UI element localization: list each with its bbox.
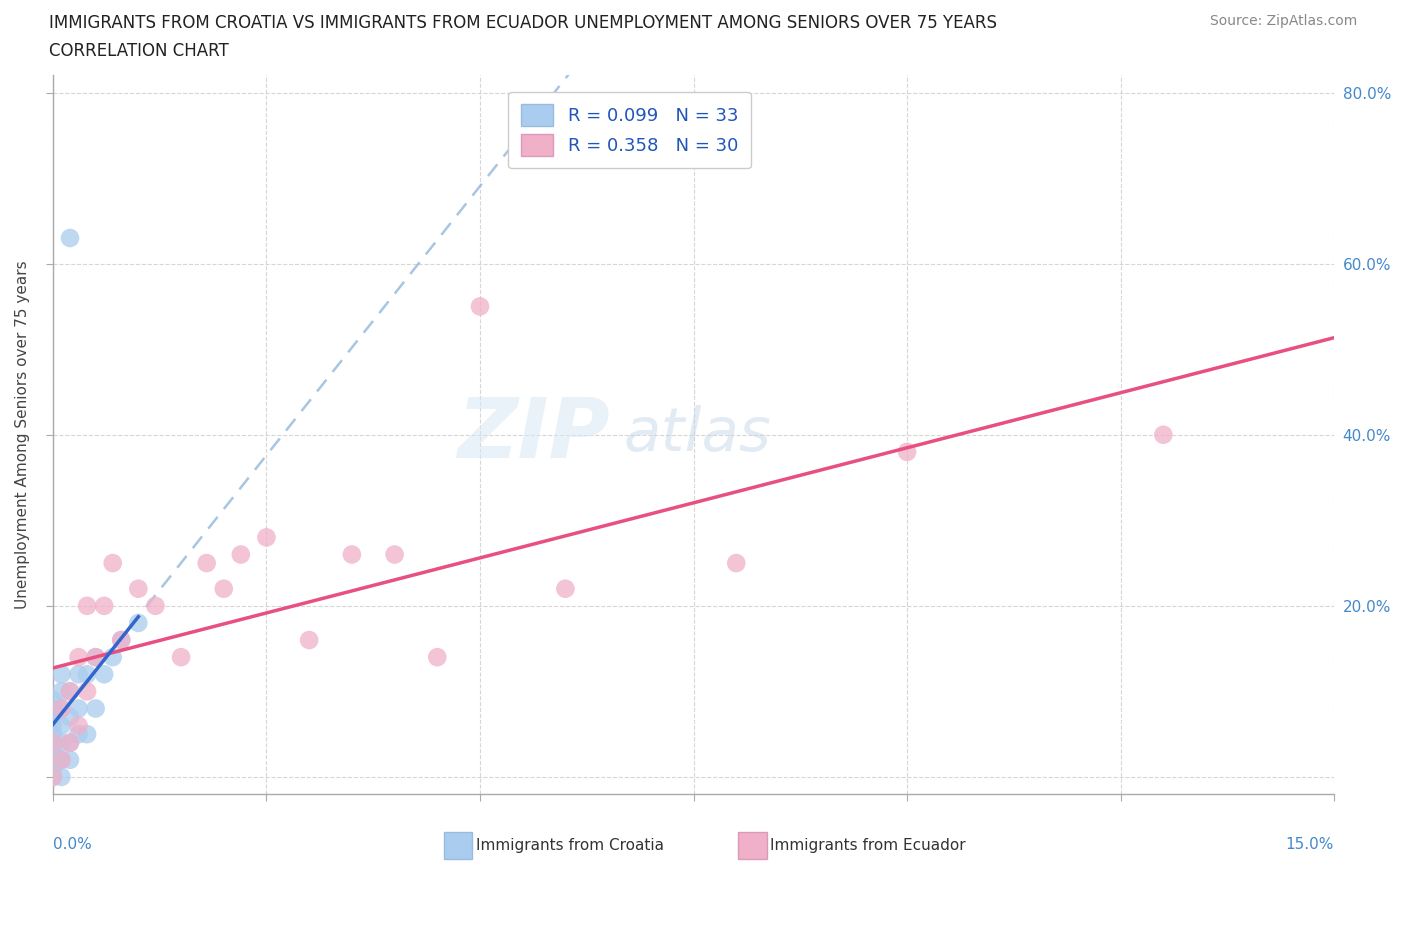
- Point: [84, 650, 107, 665]
- Point: [896, 445, 918, 459]
- Point: [67, 650, 90, 665]
- Point: [51, 736, 73, 751]
- Point: [51, 752, 73, 767]
- Point: [42, 701, 65, 716]
- Point: [59, 710, 82, 724]
- Point: [256, 530, 278, 545]
- Point: [84, 650, 107, 665]
- Point: [725, 555, 748, 570]
- Point: [554, 581, 576, 596]
- Point: [110, 632, 132, 647]
- Point: [67, 701, 90, 716]
- Point: [59, 684, 82, 698]
- Point: [42, 710, 65, 724]
- Point: [67, 718, 90, 733]
- Point: [42, 761, 65, 776]
- Point: [51, 752, 73, 767]
- Text: ZIP: ZIP: [457, 394, 610, 475]
- Point: [42, 752, 65, 767]
- Point: [93, 667, 115, 682]
- Point: [59, 736, 82, 751]
- Point: [468, 299, 491, 313]
- Point: [67, 667, 90, 682]
- Point: [84, 701, 107, 716]
- Point: [340, 547, 363, 562]
- Point: [59, 736, 82, 751]
- Point: [110, 632, 132, 647]
- Point: [76, 667, 98, 682]
- Point: [212, 581, 235, 596]
- Legend: R = 0.099   N = 33, R = 0.358   N = 30: R = 0.099 N = 33, R = 0.358 N = 30: [508, 92, 751, 168]
- Point: [51, 667, 73, 682]
- Point: [42, 726, 65, 741]
- Text: IMMIGRANTS FROM CROATIA VS IMMIGRANTS FROM ECUADOR UNEMPLOYMENT AMONG SENIORS OV: IMMIGRANTS FROM CROATIA VS IMMIGRANTS FR…: [49, 14, 997, 32]
- FancyBboxPatch shape: [444, 832, 472, 859]
- Point: [51, 769, 73, 784]
- Point: [42, 718, 65, 733]
- Point: [229, 547, 252, 562]
- Point: [51, 684, 73, 698]
- Point: [127, 581, 149, 596]
- Point: [59, 684, 82, 698]
- Point: [384, 547, 406, 562]
- Point: [426, 650, 449, 665]
- Point: [67, 726, 90, 741]
- Point: [42, 736, 65, 751]
- Point: [170, 650, 193, 665]
- Point: [1152, 427, 1174, 442]
- Point: [59, 231, 82, 246]
- Point: [59, 752, 82, 767]
- Text: Immigrants from Croatia: Immigrants from Croatia: [475, 838, 664, 853]
- Point: [42, 744, 65, 759]
- Point: [51, 701, 73, 716]
- Point: [101, 650, 124, 665]
- Point: [42, 769, 65, 784]
- Y-axis label: Unemployment Among Seniors over 75 years: Unemployment Among Seniors over 75 years: [15, 260, 30, 609]
- Point: [127, 616, 149, 631]
- Text: 15.0%: 15.0%: [1286, 837, 1334, 852]
- Text: Immigrants from Ecuador: Immigrants from Ecuador: [770, 838, 966, 853]
- Point: [51, 701, 73, 716]
- Text: 0.0%: 0.0%: [53, 837, 91, 852]
- Point: [76, 726, 98, 741]
- Point: [298, 632, 321, 647]
- Point: [101, 555, 124, 570]
- Point: [76, 598, 98, 613]
- Point: [42, 736, 65, 751]
- Point: [42, 769, 65, 784]
- Point: [195, 555, 218, 570]
- Text: Source: ZipAtlas.com: Source: ZipAtlas.com: [1209, 14, 1357, 28]
- Text: CORRELATION CHART: CORRELATION CHART: [49, 42, 229, 60]
- Point: [76, 684, 98, 698]
- Point: [145, 598, 167, 613]
- FancyBboxPatch shape: [738, 832, 766, 859]
- Point: [93, 598, 115, 613]
- Point: [42, 693, 65, 708]
- Text: atlas: atlas: [623, 405, 770, 464]
- Point: [51, 718, 73, 733]
